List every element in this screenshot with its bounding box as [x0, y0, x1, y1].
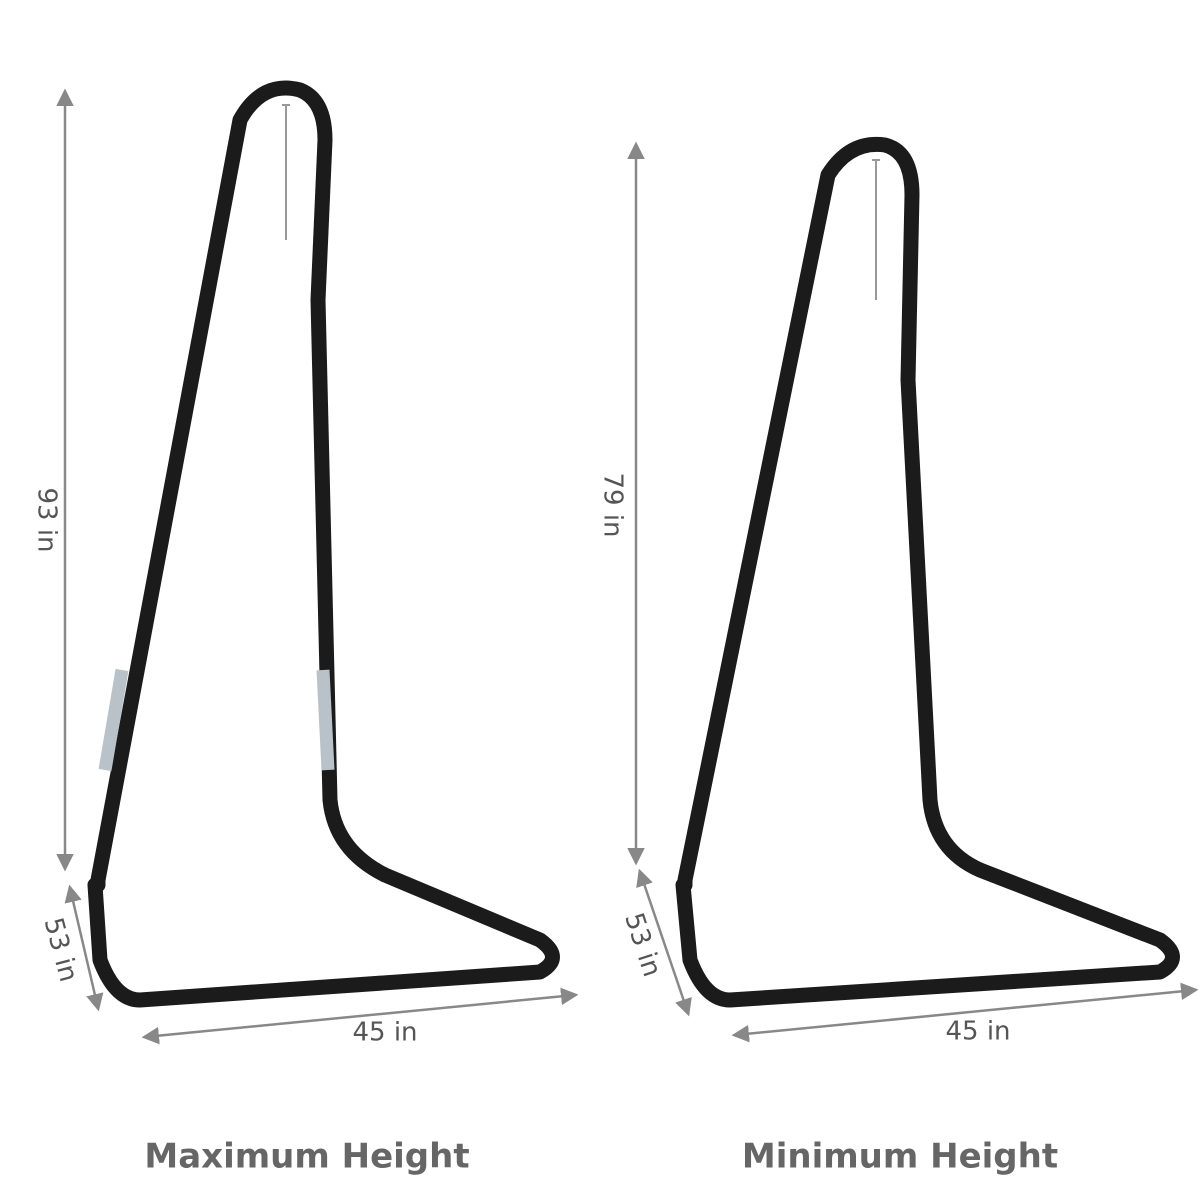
depth-label: 53 in — [38, 915, 84, 986]
width-label: 45 in — [945, 1017, 1010, 1047]
height-label: 93 in — [32, 487, 62, 552]
width-label: 45 in — [352, 1018, 417, 1048]
stand-min: 79 in 53 in 45 in Minimum Height — [598, 136, 1199, 1177]
depth-label: 53 in — [618, 909, 667, 980]
height-label: 79 in — [598, 472, 628, 537]
stand-max: 93 in 53 in 45 in Maximum Height — [32, 80, 579, 1177]
caption: Maximum Height — [144, 1137, 469, 1177]
caption: Minimum Height — [742, 1137, 1058, 1177]
